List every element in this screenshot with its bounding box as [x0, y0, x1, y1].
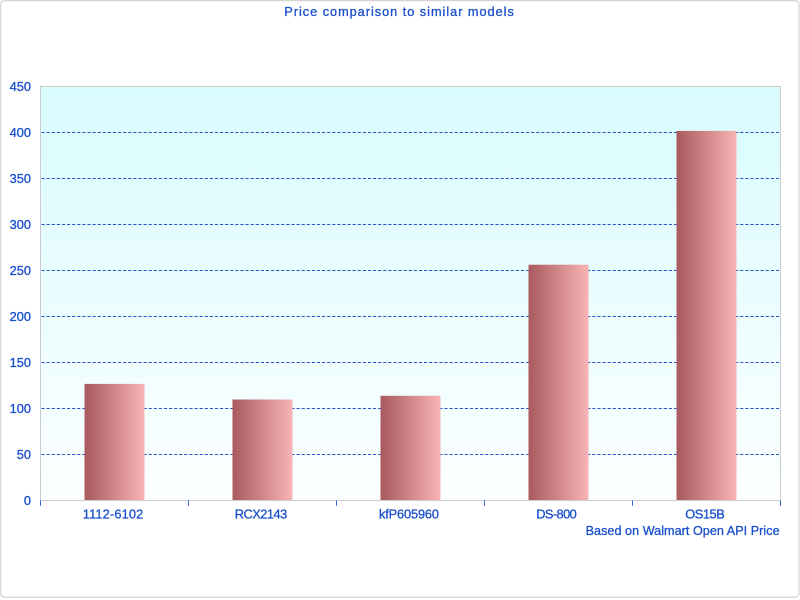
- svg-text:Based on Walmart Open API Pric: Based on Walmart Open API Price: [586, 524, 780, 538]
- svg-text:350: 350: [10, 171, 31, 186]
- svg-text:450: 450: [10, 79, 31, 94]
- svg-text:250: 250: [10, 263, 31, 278]
- svg-text:200: 200: [10, 309, 31, 324]
- svg-text:150: 150: [10, 355, 31, 370]
- svg-text:Price comparison to similar mo: Price comparison to similar models: [284, 5, 514, 19]
- svg-text:kfP605960: kfP605960: [379, 506, 439, 521]
- svg-text:100: 100: [10, 401, 31, 416]
- svg-text:1112-6102: 1112-6102: [83, 506, 144, 521]
- svg-text:DS-800: DS-800: [536, 506, 577, 521]
- svg-text:50: 50: [17, 447, 31, 462]
- svg-text:300: 300: [10, 217, 31, 232]
- svg-text:OS15B: OS15B: [685, 506, 725, 521]
- svg-text:0: 0: [24, 493, 31, 508]
- svg-text:400: 400: [10, 125, 31, 140]
- svg-text:RCX2143: RCX2143: [235, 506, 288, 521]
